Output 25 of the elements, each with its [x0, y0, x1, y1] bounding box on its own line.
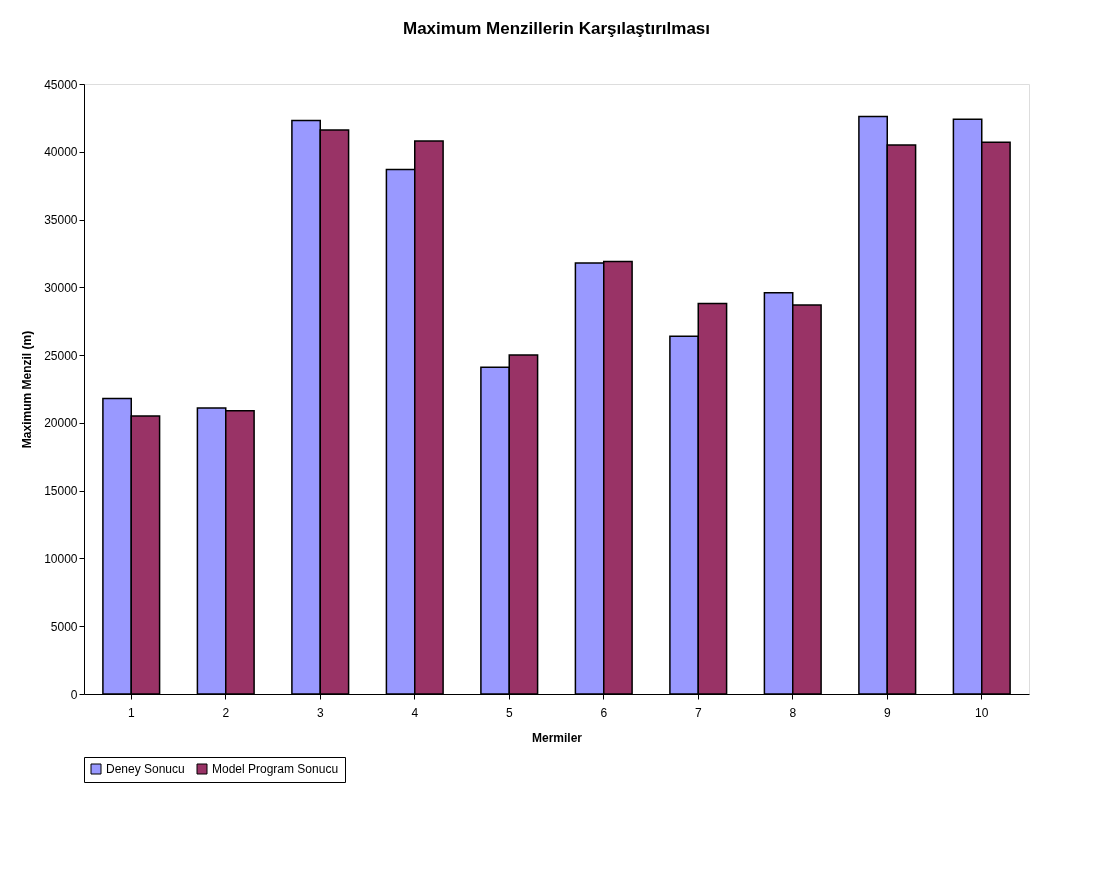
legend-label: Deney Sonucu: [106, 762, 185, 776]
x-tick-label: 1: [127, 705, 135, 720]
x-tick-label: 7: [694, 705, 702, 720]
y-tick-label: 20000: [44, 416, 78, 431]
legend-label: Model Program Sonucu: [212, 762, 339, 776]
x-axis-title: Mermiler: [531, 730, 583, 745]
x-tick-label: 6: [600, 705, 608, 720]
y-tick-label: 30000: [44, 280, 78, 295]
x-tick-label: 10: [975, 705, 989, 720]
x-tick-label: 9: [883, 705, 891, 720]
x-tick-label: 4: [411, 705, 419, 720]
y-tick-label: 5000: [50, 619, 78, 634]
y-tick-label: 45000: [44, 77, 78, 92]
x-tick-label: 5: [505, 705, 513, 720]
x-tick-label: 3: [316, 705, 324, 720]
y-axis-title: Maximum Menzil (m): [20, 330, 35, 449]
x-tick-label: 8: [789, 705, 797, 720]
x-tick-label: 2: [222, 705, 230, 720]
y-tick-label: 35000: [44, 213, 78, 228]
y-tick-label: 0: [70, 687, 78, 702]
y-tick-label: 40000: [44, 145, 78, 160]
y-tick-label: 25000: [44, 348, 78, 363]
y-tick-label: 15000: [44, 484, 78, 499]
chart-title: Maximum Menzillerin Karşılaştırılması: [402, 19, 711, 38]
y-tick-label: 10000: [44, 551, 78, 566]
